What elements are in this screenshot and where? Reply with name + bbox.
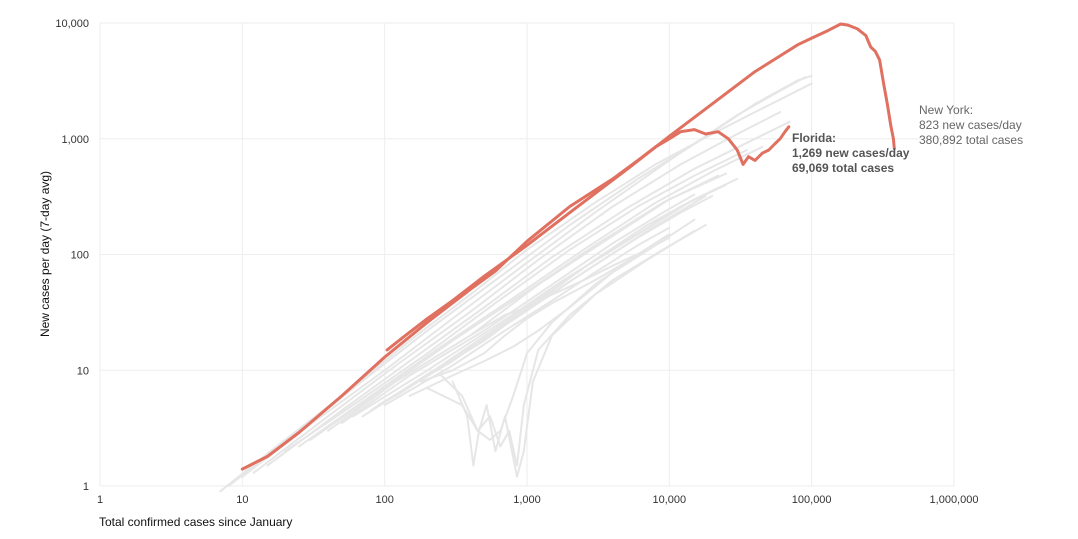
background-series-line-3 xyxy=(241,76,807,478)
x-tick-label-1-000: 1,000 xyxy=(513,494,541,506)
y-tick-label-100: 100 xyxy=(71,250,89,262)
background-series-line-10 xyxy=(340,193,696,424)
background-series-line-20 xyxy=(440,224,707,467)
x-axis: 1 10 100 1,000 10,000 100,000 1,000,000 xyxy=(97,494,979,506)
background-series xyxy=(219,74,813,493)
x-tick-label-100-000: 100,000 xyxy=(792,494,832,506)
y-axis-title: New cases per day (7-day avg) xyxy=(38,171,52,337)
florida-annotation-total: 69,069 total cases xyxy=(792,161,894,175)
series-line-florida xyxy=(240,125,791,471)
background-series-line-22 xyxy=(469,236,671,337)
background-series-line-7 xyxy=(298,145,764,448)
y-tick-label-1-000: 1,000 xyxy=(61,134,89,146)
y-axis: 1 10 100 1,000 10,000 xyxy=(55,18,89,493)
x-tick-label-1: 1 xyxy=(97,494,103,506)
x-tick-label-100: 100 xyxy=(375,494,393,506)
annotations: Florida: 1,269 new cases/day 69,069 tota… xyxy=(792,103,1023,175)
background-series-line-16 xyxy=(394,195,714,397)
grid xyxy=(99,22,955,487)
x-tick-label-10-000: 10,000 xyxy=(653,494,687,506)
background-series-line-21 xyxy=(420,248,649,383)
x-tick-label-10: 10 xyxy=(236,494,248,506)
highlight-series xyxy=(240,22,896,471)
x-tick-label-1-000-000: 1,000,000 xyxy=(930,494,979,506)
florida-annotation-daily: 1,269 new cases/day xyxy=(792,146,910,160)
florida-annotation-title: Florida: xyxy=(792,131,836,145)
new-york-annotation-daily: 823 new cases/day xyxy=(919,118,1022,132)
background-series-line-9 xyxy=(327,172,727,432)
x-axis-title: Total confirmed cases since January xyxy=(99,515,292,529)
background-series-line-18 xyxy=(426,233,671,441)
y-tick-label-10-000: 10,000 xyxy=(55,18,89,30)
background-series-line-15 xyxy=(383,226,671,407)
new-york-annotation-total: 380,892 total cases xyxy=(919,133,1023,147)
background-series-line-4 xyxy=(252,111,782,474)
y-tick-label-10: 10 xyxy=(77,365,89,377)
y-tick-label-1: 1 xyxy=(83,481,89,493)
series-line-new-york xyxy=(385,22,896,352)
new-york-annotation-title: New York: xyxy=(919,103,973,117)
background-series-line-6 xyxy=(284,149,748,453)
